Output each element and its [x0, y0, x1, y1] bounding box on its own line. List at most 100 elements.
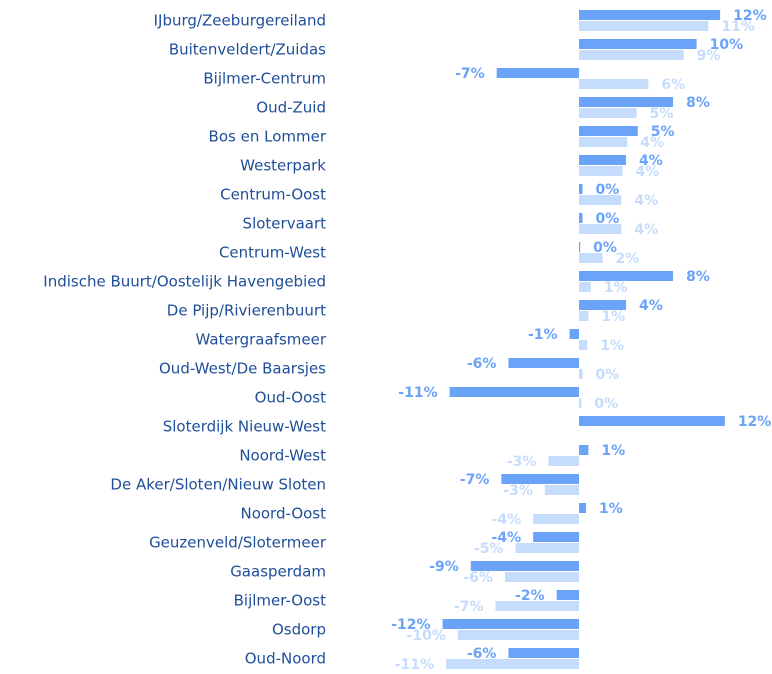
value-label: 0%: [594, 396, 618, 412]
bar: [579, 398, 582, 408]
bar: [508, 648, 579, 658]
value-label: 4%: [636, 164, 660, 180]
value-label: 2%: [616, 251, 640, 267]
value-label: -11%: [398, 385, 437, 401]
category-label: Oud-West/De Baarsjes: [159, 360, 326, 378]
value-label: 0%: [593, 240, 617, 256]
category-label: Sloterdijk Nieuw-West: [163, 418, 326, 436]
category-label: De Aker/Sloten/Nieuw Sloten: [110, 476, 326, 494]
bar: [579, 39, 697, 49]
bar: [548, 456, 579, 466]
bar: [579, 300, 627, 310]
value-label: -11%: [395, 657, 434, 673]
category-label: Bos en Lommer: [209, 128, 327, 146]
value-label: 10%: [710, 37, 744, 53]
bar: [579, 340, 588, 350]
category-label: Watergraafsmeer: [196, 331, 327, 349]
category-label: IJburg/Zeeburgereiland: [154, 12, 326, 30]
bar: [457, 630, 579, 640]
value-label: 4%: [634, 193, 658, 209]
value-label: 5%: [650, 106, 674, 122]
category-label: Oud-Oost: [255, 389, 326, 407]
value-label: 1%: [601, 309, 625, 325]
value-label: -7%: [455, 66, 485, 82]
bar: [579, 10, 721, 20]
bar: [579, 155, 627, 165]
bar: [446, 659, 579, 669]
bar: [579, 445, 589, 455]
bar: [508, 358, 579, 368]
value-label: 1%: [601, 443, 625, 459]
category-label: Westerpark: [240, 157, 326, 175]
bar: [579, 369, 583, 379]
value-label: 12%: [738, 414, 772, 430]
value-label: -7%: [454, 599, 484, 615]
bar: [579, 184, 583, 194]
category-label: Centrum-West: [219, 244, 326, 262]
value-label: 9%: [697, 48, 721, 64]
bar: [515, 543, 579, 553]
bar: [579, 311, 589, 321]
bar: [501, 474, 579, 484]
value-label: -5%: [474, 541, 504, 557]
value-label: 1%: [604, 280, 628, 296]
value-label: 11%: [721, 19, 755, 35]
bar: [579, 97, 674, 107]
value-label: 1%: [599, 501, 623, 517]
category-label: Gaasperdam: [230, 563, 326, 581]
value-label: 0%: [596, 367, 620, 383]
bar: [579, 224, 622, 234]
bar: [495, 601, 579, 611]
value-label: 8%: [686, 269, 710, 285]
bar: [579, 271, 674, 281]
value-label: 6%: [661, 77, 685, 93]
value-label: 12%: [733, 8, 767, 24]
value-label: -3%: [503, 483, 533, 499]
category-label: Centrum-Oost: [220, 186, 326, 204]
value-label: -6%: [467, 356, 497, 372]
bar: [496, 68, 579, 78]
bar: [504, 572, 579, 582]
value-label: -10%: [407, 628, 446, 644]
category-label: Oud-Noord: [245, 650, 326, 668]
value-label: -1%: [528, 327, 558, 343]
value-label: -2%: [515, 588, 545, 604]
bar: [579, 242, 581, 252]
bar: [569, 329, 579, 339]
value-label: 4%: [640, 135, 664, 151]
bar: [579, 213, 583, 223]
value-label: -4%: [492, 512, 522, 528]
bar: [579, 50, 684, 60]
value-label: -4%: [492, 530, 522, 546]
category-label: Osdorp: [272, 621, 326, 639]
category-label: De Pijp/Rivierenbuurt: [167, 302, 326, 320]
bar: [579, 137, 628, 147]
bar: [449, 387, 579, 397]
value-label: 8%: [686, 95, 710, 111]
bar: [579, 79, 649, 89]
value-label: 0%: [596, 182, 620, 198]
bar: [579, 195, 622, 205]
value-label: -3%: [507, 454, 537, 470]
category-label: Slotervaart: [243, 215, 327, 233]
category-label: Buitenveldert/Zuidas: [169, 41, 326, 59]
bar: [579, 253, 603, 263]
bar: [579, 166, 623, 176]
value-label: 4%: [639, 298, 663, 314]
category-label: Bijlmer-Oost: [234, 592, 326, 610]
bar: [470, 561, 579, 571]
bar: [579, 503, 587, 513]
value-label: -9%: [429, 559, 459, 575]
category-label: Oud-Zuid: [256, 99, 326, 117]
bar: [579, 108, 637, 118]
value-label: -6%: [463, 570, 493, 586]
value-label: 4%: [634, 222, 658, 238]
value-label: -12%: [391, 617, 430, 633]
value-label: 1%: [600, 338, 624, 354]
value-label: -6%: [467, 646, 497, 662]
category-label: Noord-Oost: [240, 505, 326, 523]
bar: [442, 619, 579, 629]
bar: [544, 485, 579, 495]
